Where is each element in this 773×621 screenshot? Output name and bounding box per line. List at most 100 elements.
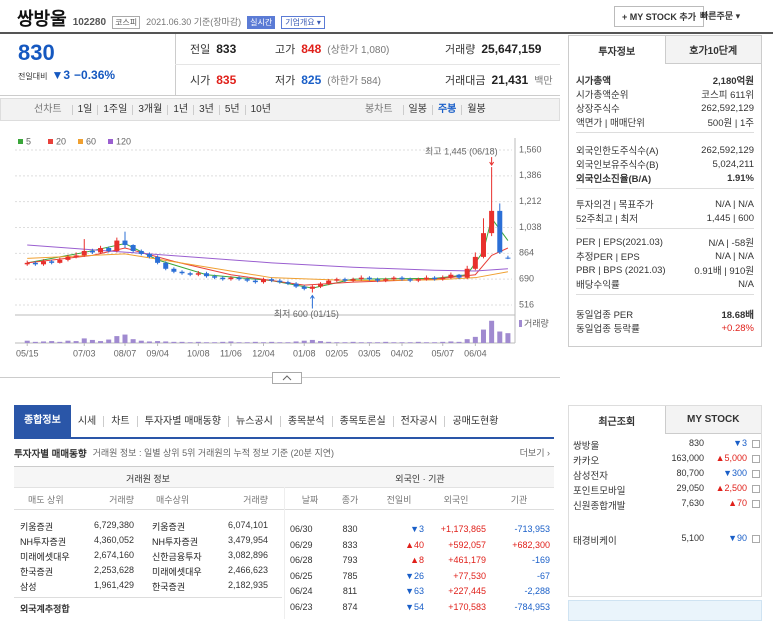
volume-bar <box>49 341 55 343</box>
recent-name[interactable]: 삼성전자 <box>573 471 608 482</box>
recent-tab[interactable]: MY STOCK <box>664 406 761 434</box>
quote-cell: 시가 835 <box>190 72 236 88</box>
broker-cell: 한국증권 <box>20 567 54 577</box>
candle-body <box>415 279 421 281</box>
nav-tab[interactable]: 시세 <box>77 415 97 427</box>
remove-icon[interactable] <box>752 470 760 478</box>
candle-body <box>505 257 511 259</box>
info-label: 배당수익률 <box>576 280 620 291</box>
chart-tab[interactable]: 1년 <box>167 104 193 115</box>
chart-tab[interactable]: 5년 <box>218 104 245 115</box>
recent-name[interactable]: 카카오 <box>573 456 600 467</box>
chart-tab[interactable]: 1주일 <box>97 104 132 115</box>
broker-cell: 3,479,954 <box>227 535 268 545</box>
trading-desc: 거래원 정보 : 일별 상위 5위 거래원의 누적 정보 기준 (20분 지연) <box>92 448 335 458</box>
remove-icon[interactable] <box>752 485 760 493</box>
order-button[interactable]: 빠른주문 ▾ <box>700 11 741 21</box>
candle-body <box>114 240 120 251</box>
info-label: 추정PER | EPS <box>576 252 640 263</box>
chart-tab[interactable]: 주봉 <box>431 104 461 115</box>
info-label: PER | EPS(2021.03) <box>576 236 663 248</box>
recent-name[interactable]: 신원종합개발 <box>573 501 626 512</box>
remove-icon[interactable] <box>752 500 760 508</box>
broker-cell: 한국증권 <box>152 582 186 592</box>
chart-tab[interactable]: 10년 <box>244 104 276 115</box>
remove-icon[interactable] <box>752 455 760 463</box>
candle-body <box>366 277 372 280</box>
candle-body <box>497 210 503 253</box>
quote-note: (상한가 1,080) <box>327 45 390 56</box>
info-label: 액면가 | 매매단위 <box>576 118 645 129</box>
volume-bar <box>383 341 389 343</box>
broker-cell: 6,729,380 <box>93 520 134 530</box>
candle-body <box>24 262 30 265</box>
nav-tab[interactable]: 전자공시 <box>392 415 445 427</box>
investor-cell: -169 <box>531 555 550 565</box>
candle-body <box>472 256 478 269</box>
recent-name[interactable]: 포인트모바일 <box>573 486 626 497</box>
nav-tab[interactable]: 종합정보 <box>14 405 71 437</box>
overview-button[interactable]: 기업개요 ▾ <box>281 16 325 29</box>
nav-tab[interactable]: 차트 <box>103 415 136 427</box>
info-tab[interactable]: 호가10단계 <box>664 36 761 64</box>
volume-bar <box>228 341 234 343</box>
change: ▼3 <box>51 68 71 82</box>
volume-bar <box>375 342 381 343</box>
chart-tab[interactable]: 월봉 <box>461 104 490 115</box>
info-row: 액면가 | 매매단위 500원 | 1주 <box>576 115 754 129</box>
candle-body <box>171 268 177 272</box>
nav-tab[interactable]: 종목토론실 <box>331 415 393 427</box>
chart-tab[interactable]: 일봉 <box>402 104 432 115</box>
info-row: 외국인소진율(B/A) 1.91% <box>576 171 754 186</box>
recent-tab[interactable]: 최근조회 <box>569 406 665 434</box>
chart-tab[interactable]: 3년 <box>193 104 219 115</box>
nav-tab[interactable]: 종목분석 <box>279 415 332 427</box>
realtime-badge[interactable]: 실시간 <box>247 16 276 29</box>
volume-bar <box>277 342 283 343</box>
stock-name: 쌍방울 <box>17 9 67 29</box>
info-value: N/A | N/A <box>715 198 754 210</box>
chart-tab: 선차트 <box>34 103 62 115</box>
volume-bar <box>423 342 429 343</box>
volume-bar <box>334 342 340 343</box>
quote-cell: 전일 833 <box>190 41 236 57</box>
nav-tab[interactable]: 투자자별 매매동향 <box>136 415 228 427</box>
info-group: 투자의견 | 목표주가 N/A | N/A 52주최고 | 최저 1,445 | 60… <box>576 194 754 229</box>
chart-tab[interactable]: 3개월 <box>132 104 167 115</box>
volume-bar <box>81 338 87 343</box>
quote-note: (하한가 584) <box>327 76 382 87</box>
volume-bar <box>318 341 324 343</box>
investor-cell: 06/23 <box>290 601 313 612</box>
chart-tab[interactable]: 1일 <box>71 104 98 115</box>
remove-icon[interactable] <box>752 535 760 543</box>
nav-tab[interactable]: 뉴스공시 <box>228 415 280 427</box>
change-label: 전일대비 <box>18 72 48 81</box>
mystock-button[interactable]: + MY STOCK 추가 <box>614 6 704 27</box>
broker-cell: 미래에셋대우 <box>152 567 202 577</box>
broker-cell: NH투자증권 <box>152 537 199 547</box>
nav-tab[interactable]: 공매도현황 <box>444 415 505 427</box>
recent-name[interactable]: 태경비케이 <box>573 536 617 547</box>
broker-cell: NH투자증권 <box>20 537 67 547</box>
investor-cell: +170,583 <box>448 601 486 612</box>
info-tab[interactable]: 투자정보 <box>569 36 665 64</box>
recent-name[interactable]: 쌍방울 <box>573 441 600 452</box>
collapse-button[interactable] <box>272 372 302 384</box>
info-group: 동일업종 PER 18.68배 동일업종 등락률 +0.28% <box>576 304 754 338</box>
volume-bar <box>73 341 79 343</box>
x-tick-label: 07/03 <box>73 348 96 358</box>
volume-bar <box>415 341 421 343</box>
remove-icon[interactable] <box>752 440 760 448</box>
info-row: 투자의견 | 목표주가 N/A | N/A <box>576 197 754 212</box>
candle-body <box>293 283 299 287</box>
investor-cell: 833 <box>342 539 358 550</box>
more-link[interactable]: 더보기 › <box>519 448 550 458</box>
candle-body <box>269 279 275 281</box>
info-row: 52주최고 | 최저 1,445 | 600 <box>576 211 754 226</box>
y-tick-label: 690 <box>519 274 534 284</box>
volume-bar <box>98 341 104 343</box>
nav-tabs: 종합정보 시세 차트 투자자별 매매동향 뉴스공시 종목분석 종목토론실 전자공시 공매도현황 <box>14 405 554 439</box>
candle-body <box>81 250 87 256</box>
volume-bar <box>106 339 112 343</box>
candle-body <box>334 279 340 281</box>
